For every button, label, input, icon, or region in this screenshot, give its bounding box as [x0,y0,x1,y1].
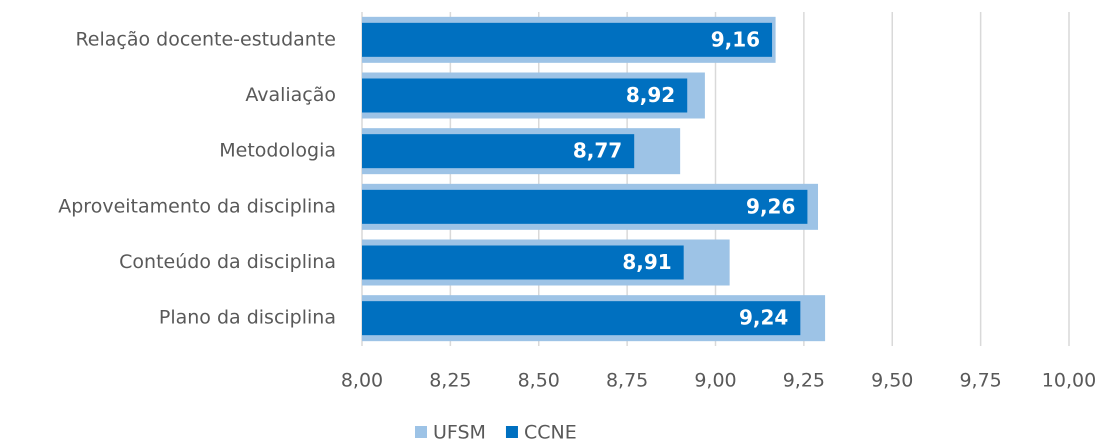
data-label: 9,16 [711,27,760,51]
x-tick-label: 9,75 [959,370,1001,392]
bar [362,189,808,224]
bar [362,78,688,113]
bar [362,134,635,169]
bar [362,301,801,336]
data-label: 9,26 [746,194,795,218]
x-tick-label: 10,00 [1042,370,1096,392]
x-tick-label: 8,25 [429,370,471,392]
data-label: 8,77 [573,139,622,163]
x-tick-label: 9,50 [871,370,913,392]
data-label: 8,91 [622,250,671,274]
bar [362,245,684,280]
legend-label: CCNE [524,422,577,443]
y-tick-label: Conteúdo da disciplina [119,251,336,273]
legend-swatch [505,426,518,438]
legend-label: UFSM [433,422,486,443]
x-tick-label: 9,25 [783,370,825,392]
legend-swatch [415,426,427,438]
x-tick-label: 8,00 [341,370,383,392]
y-tick-label: Plano da disciplina [159,307,336,329]
y-tick-label: Avaliação [245,84,336,106]
data-label: 8,92 [626,83,675,107]
x-tick-label: 9,00 [694,370,736,392]
y-tick-label: Relação docente-estudante [75,28,336,50]
y-tick-label: Aproveitamento da disciplina [58,195,336,217]
x-tick-label: 8,50 [518,370,560,392]
bar [362,22,773,57]
data-label: 9,24 [739,306,788,330]
x-tick-label: 8,75 [606,370,648,392]
y-tick-label: Metodologia [219,140,336,162]
